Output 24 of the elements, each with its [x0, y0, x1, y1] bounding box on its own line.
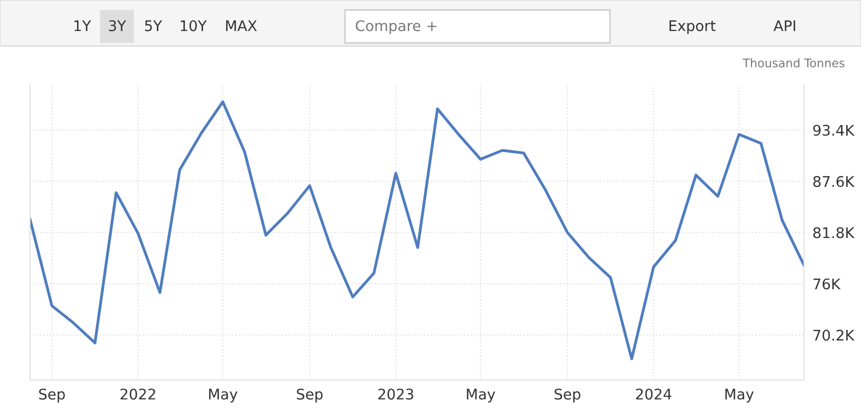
text: 3Y: [109, 20, 126, 32]
x-tick-label: 2023: [378, 388, 414, 400]
x-tick-label: May: [209, 388, 238, 402]
x-tick-label: May: [466, 388, 496, 402]
y-tick-label: 87.6K: [813, 176, 855, 188]
y-tick-label: 93.4K: [813, 124, 855, 136]
text: Export: [670, 20, 716, 34]
x-tick-label: Sep: [296, 388, 323, 402]
text: Compare +: [356, 20, 436, 34]
x-tick-label: Sep: [39, 388, 65, 402]
text: API: [774, 20, 796, 32]
text: MAX: [226, 20, 257, 32]
text: 10Y: [180, 20, 207, 32]
x-tick-label: 2024: [636, 388, 672, 400]
y-tick-label: 70.2K: [814, 330, 855, 341]
text: 1Y: [74, 20, 92, 32]
y-tick-label: 76K: [814, 278, 841, 290]
x-tick-label: May: [725, 388, 754, 402]
x-tick-label: 2022: [120, 388, 156, 400]
y-tick-label: 81.8K: [813, 227, 855, 238]
line-series: [30, 100, 804, 360]
x-tick-label: Sep: [554, 388, 580, 402]
text: 5Y: [145, 20, 162, 32]
y-axis-title: Thousand Tonnes: [742, 58, 844, 68]
